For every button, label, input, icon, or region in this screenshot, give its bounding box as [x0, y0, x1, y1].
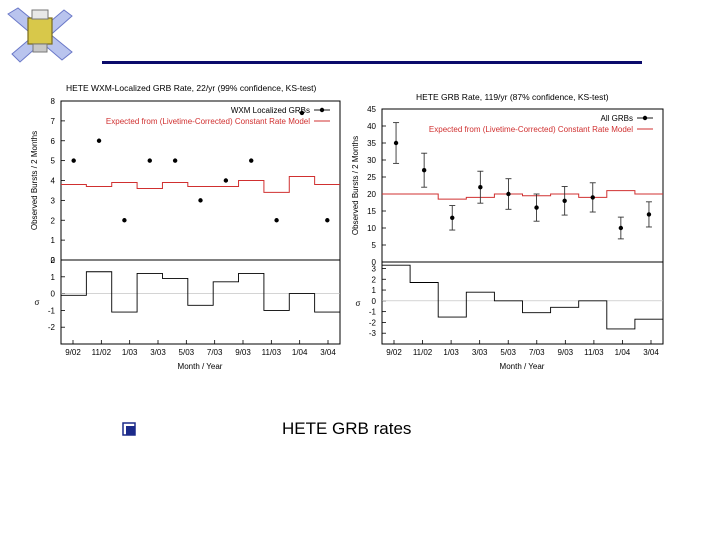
- chart2-legend-marker-points: [642, 115, 648, 121]
- chart2-ytick-label: 35: [367, 139, 376, 148]
- chart1-data-point: [122, 218, 127, 223]
- chart1-sigma-ytick-label: 0: [51, 290, 56, 299]
- chart2-xtick-label: 1/04: [615, 348, 631, 357]
- chart1-ytick-label: 1: [51, 236, 56, 245]
- chart1-ytick-label: 5: [51, 157, 56, 166]
- chart1-xtick-label: 9/03: [235, 348, 251, 357]
- chart1-ytick-label: 6: [51, 137, 56, 146]
- chart2-xtick-label: 11/02: [413, 348, 433, 357]
- chart2-data-point: [393, 140, 399, 146]
- chart1-xtick-label: 3/03: [150, 348, 166, 357]
- chart2-ytick-label: 15: [367, 207, 376, 216]
- chart1-sigma-label: σ: [35, 298, 40, 307]
- chart2-legend-label: All GRBs: [601, 114, 633, 123]
- chart1-data-point: [71, 158, 76, 163]
- chart2-sigma-ytick-label: -3: [369, 329, 377, 338]
- chart1-legend-marker-points: [319, 107, 325, 113]
- chart1-sigma-ytick-label: -2: [48, 323, 56, 332]
- chart2-data-point: [618, 225, 624, 231]
- chart1-data-point: [325, 218, 330, 223]
- chart2-data-point: [590, 195, 595, 200]
- chart1-sigma-line: [61, 271, 340, 313]
- chart2-xtick-label: 3/04: [643, 348, 659, 357]
- slide-caption: HETE GRB rates: [282, 419, 412, 438]
- chart2-data-point: [534, 205, 539, 210]
- chart1-xtick-label: 3/04: [320, 348, 336, 357]
- chart1-legend-label: WXM Localized GRBs: [231, 106, 310, 115]
- chart2-xtick-label: 7/03: [529, 348, 545, 357]
- chart1-sigma-ytick-label: 2: [51, 256, 56, 265]
- chart2-ytick-label: 5: [372, 241, 377, 250]
- chart1-data-point: [198, 198, 203, 203]
- chart1-ytick-label: 3: [51, 196, 56, 205]
- chart2-sigma-ytick-label: -1: [369, 308, 377, 317]
- chart1-sigma-frame: [60, 259, 341, 345]
- chart1-data-point: [172, 158, 178, 163]
- chart2-ytick-label: 40: [367, 122, 376, 131]
- chart2-xtick-label: 11/03: [584, 348, 604, 357]
- chart1-ytick-label: 2: [51, 216, 56, 225]
- satellite-logo-icon: [7, 7, 73, 63]
- chart1-ytick-label: 7: [51, 117, 56, 126]
- chart1-data-point: [223, 178, 229, 183]
- chart2-sigma-frame: [381, 261, 664, 345]
- chart2-data-point: [421, 168, 427, 173]
- chart2-sigma-ytick-label: 0: [372, 297, 377, 306]
- chart1-ytick-label: 4: [51, 177, 56, 186]
- chart2-data-point: [450, 215, 455, 220]
- chart2-model-line: [382, 190, 663, 200]
- chart1-ylabel: Observed Bursts / 2 Months: [30, 131, 39, 230]
- chart2-data-point: [506, 191, 511, 197]
- chart1-xtick-label: 1/03: [122, 348, 138, 357]
- chart1-xlabel: Month / Year: [178, 362, 223, 371]
- chart1-xtick-label: 11/03: [262, 348, 282, 357]
- chart2-sigma-ytick-label: 1: [372, 286, 377, 295]
- chart2-ytick-label: 45: [367, 105, 376, 114]
- chart1-data-point: [249, 158, 254, 163]
- bullet-icon: [122, 422, 136, 436]
- chart1-xtick-label: 1/04: [292, 348, 308, 357]
- chart1-sigma-ytick-label: 1: [51, 273, 56, 282]
- chart1-ytick-label: 8: [51, 97, 56, 106]
- chart2-data-point: [478, 185, 483, 190]
- chart1-xtick-label: 11/02: [92, 348, 112, 357]
- grb-rate-charts: HETE WXM-Localized GRB Rate, 22/yr (99% …: [30, 83, 664, 371]
- chart2-ytick-label: 0: [372, 258, 377, 267]
- chart1-xtick-label: 9/02: [65, 348, 81, 357]
- title-rule: [102, 61, 642, 64]
- chart2-ytick-label: 30: [367, 156, 376, 165]
- chart2-ytick-label: 10: [367, 224, 376, 233]
- chart1-legend-label: Expected from (Livetime-Corrected) Const…: [106, 117, 310, 126]
- chart1-title: HETE WXM-Localized GRB Rate, 22/yr (99% …: [66, 83, 317, 93]
- chart2-xtick-label: 5/03: [500, 348, 516, 357]
- chart1-data-point: [147, 158, 152, 163]
- chart2-data-point: [562, 198, 567, 203]
- chart2-title: HETE GRB Rate, 119/yr (87% confidence, K…: [416, 92, 609, 102]
- chart2-sigma-ytick-label: 2: [372, 275, 377, 284]
- chart2-xtick-label: 9/03: [558, 348, 574, 357]
- chart1-data-point: [96, 138, 102, 143]
- chart2-sigma-label: σ: [356, 299, 361, 308]
- chart2-legend-label: Expected from (Livetime-Corrected) Const…: [429, 125, 633, 134]
- chart1-model-line: [61, 176, 340, 193]
- chart1-ytick-label: 0: [51, 256, 56, 265]
- chart2-data-point: [646, 212, 652, 217]
- chart1-data-point: [299, 110, 305, 116]
- chart1-data-point: [274, 218, 279, 223]
- chart1-sigma-ytick-label: -1: [48, 306, 56, 315]
- chart2-ytick-label: 20: [367, 190, 376, 199]
- chart1-xtick-label: 5/03: [179, 348, 195, 357]
- chart2-ytick-label: 25: [367, 173, 376, 182]
- chart2-xtick-label: 1/03: [443, 348, 459, 357]
- chart2-ylabel: Observed Bursts / 2 Months: [351, 136, 360, 235]
- chart2-xtick-label: 3/03: [472, 348, 488, 357]
- chart2-xtick-label: 9/02: [386, 348, 402, 357]
- chart2-sigma-ytick-label: -2: [369, 318, 377, 327]
- chart2-sigma-ytick-label: 3: [372, 264, 377, 273]
- chart2-sigma-line: [382, 264, 663, 330]
- chart2-xlabel: Month / Year: [500, 362, 545, 371]
- chart1-xtick-label: 7/03: [207, 348, 223, 357]
